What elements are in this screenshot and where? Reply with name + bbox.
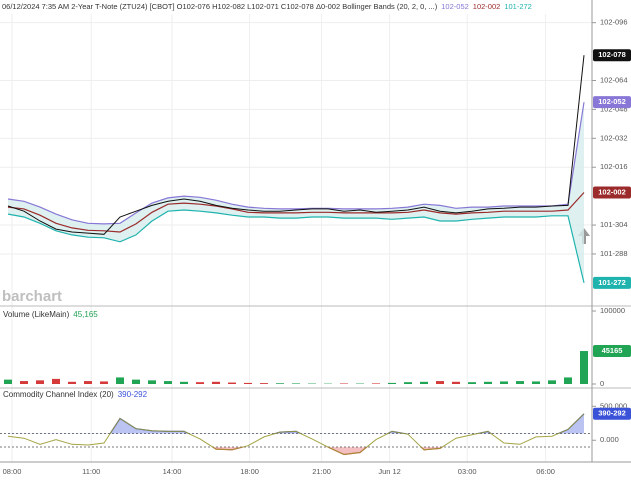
y-tick-label: 101-304 [600,220,628,229]
y-tick-label: 0.000 [600,435,619,444]
volume-bar [372,383,380,384]
value-badge-text: 102-052 [598,97,626,106]
volume-bar [132,379,140,384]
volume-bar [548,380,556,384]
volume-bar [276,383,284,384]
cci-name: Commodity Channel Index (20) [3,390,114,399]
volume-bar [212,381,220,384]
value-badge-text: 45165 [602,346,623,355]
volume-bar [580,351,588,384]
y-tick-label: 102-096 [600,18,628,27]
series-line [7,192,585,233]
x-tick-label: Jun 12 [378,467,401,476]
x-tick-label: 03:00 [458,467,477,476]
upper-band-value: 102-052 [441,2,469,11]
volume-bar [164,381,172,384]
volume-bar [564,377,572,384]
volume-bar [420,381,428,384]
volume-bar [84,381,92,384]
cci-title: Commodity Channel Index (20) 390-292 [3,390,148,399]
value-badge-text: 101-272 [598,278,626,287]
volume-bar [180,381,188,384]
series-line [7,102,585,225]
volume-bar [244,382,252,384]
value-badge-text: 102-078 [598,50,626,59]
y-tick-label: 102-016 [600,162,628,171]
cci-line-highlight [212,447,443,456]
value-badge [593,49,631,62]
y-tick-label: 102-032 [600,133,628,142]
y-tick-label: 101-288 [600,249,628,258]
y-tick-label: 102-064 [600,75,628,84]
volume-bar [260,383,268,384]
volume-bar [116,377,124,384]
cci-fill [213,447,442,455]
x-tick-label: 11:00 [82,467,100,476]
value-badge [593,186,631,199]
volume-bar [532,381,540,384]
volume-value: 45,165 [73,310,98,319]
band-fill [8,102,584,283]
y-tick-label: 100000 [600,306,625,315]
value-badge [593,345,631,358]
x-tick-label: 06:00 [536,467,555,476]
volume-bar [196,382,204,384]
value-badge [593,407,631,420]
volume-bar [148,380,156,384]
lower-band-value: 101-272 [504,2,532,11]
volume-bar [340,383,348,384]
y-tick-label: 0 [600,379,604,388]
watermark: barchart [2,288,62,305]
middle-band-value: 102-002 [473,2,501,11]
value-badge-text: 390-292 [598,409,626,418]
value-badge [593,96,631,109]
cci-line [7,413,585,456]
y-tick-label: 500.000 [600,401,627,410]
y-tick-label: 102-048 [600,104,628,113]
volume-bar [292,383,300,384]
volume-bar [68,381,76,384]
volume-bar [100,381,108,384]
cci-fill [8,413,584,434]
value-badge [593,276,631,289]
volume-bar [4,379,12,384]
header: 06/12/2024 7:35 AM 2-Year T-Note (ZTU24)… [2,2,532,11]
x-tick-label: 18:00 [240,467,259,476]
volume-bar [436,381,444,384]
volume-bar [52,378,60,384]
header-title: 06/12/2024 7:35 AM 2-Year T-Note (ZTU24)… [2,2,438,11]
x-tick-label: 08:00 [3,467,22,476]
volume-bar [500,381,508,384]
volume-name: Volume (LikeMain) [3,310,70,319]
volume-bar [36,380,44,384]
volume-bar [484,381,492,384]
x-tick-label: 21:00 [312,467,331,476]
volume-bar [452,381,460,384]
x-tick-label: 14:00 [163,467,182,476]
volume-bar [404,382,412,384]
cci-line-highlight [109,413,585,434]
volume-bar [20,381,28,384]
volume-title: Volume (LikeMain) 45,165 [3,310,98,319]
volume-bar [516,381,524,384]
volume-bar [228,382,236,384]
cci-value: 390-292 [118,390,148,399]
series-line [7,209,585,284]
volume-bar [468,382,476,384]
value-badge-text: 102-002 [598,188,626,197]
volume-bar [388,382,396,384]
series-line [7,55,585,235]
